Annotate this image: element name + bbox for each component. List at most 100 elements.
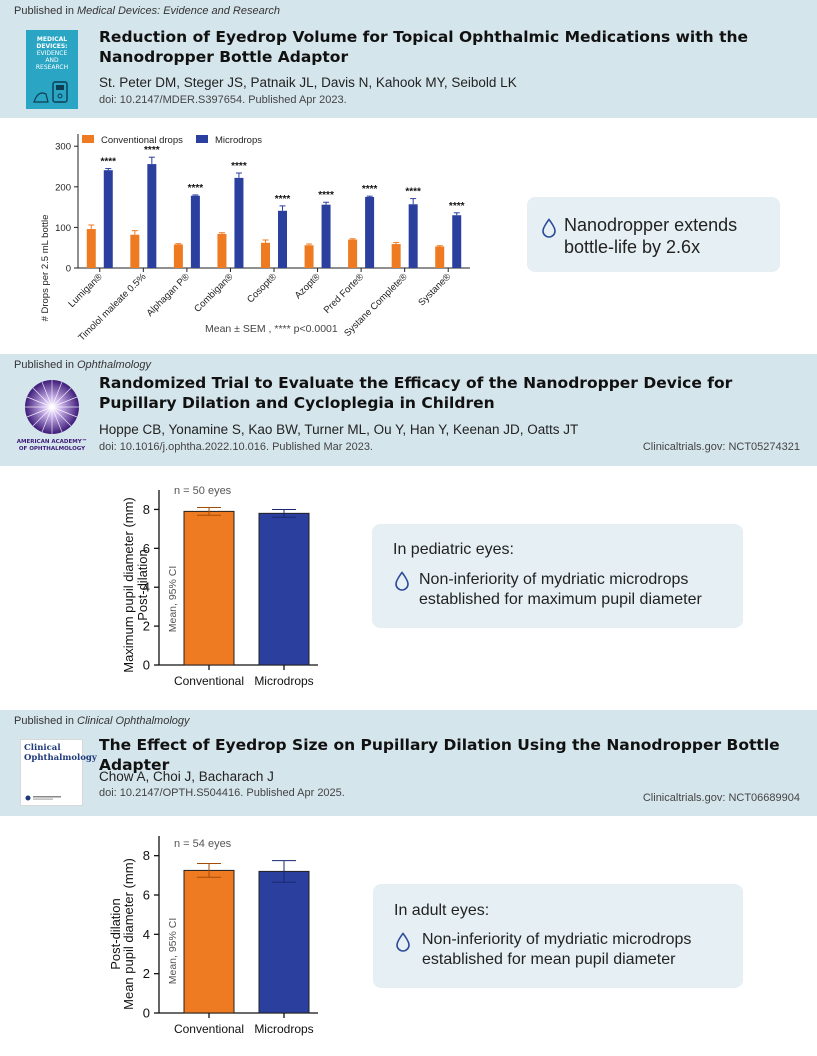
x-tick-label: Combigan® [192,271,235,314]
paper3-header: Published in Clinical Ophthalmology Clin… [0,710,817,816]
journal-name[interactable]: Ophthalmology [77,359,151,371]
x-tick-label: Azopt® [293,271,323,301]
bar-conventional [217,233,227,268]
mean-pupil-diameter-chart: Post-dilation Mean pupil diameter (mm) M… [108,836,318,1036]
paper3-doi[interactable]: doi: 10.2147/OPTH.S504416. Published Apr… [99,787,345,799]
finding-heading: In adult eyes: [394,902,490,919]
y-axis-label-line1: Post-dilation [108,898,123,970]
legend-label-microdrops: Microdrops [215,135,262,146]
bar-microdrops [103,170,113,268]
droplet-icon [395,571,409,591]
paper2-published-line: Published in Ophthalmology [14,359,151,371]
cover-text: MEDICAL DEVICES: EVIDENCE AND RESEARCH [26,36,78,71]
y-axis-label: # Drops per 2.5 mL bottle [40,215,51,322]
y-tick-label: 200 [55,182,71,193]
finding-box-3: In adult eyes: Non-inferiority of mydria… [373,884,743,988]
bar-microdrops [452,215,462,268]
journal-name[interactable]: Clinical Ophthalmology [77,715,190,727]
bar-microdrops [190,195,200,268]
bar-conventional [391,244,401,268]
paper3-authors: Chow A, Choi J, Bacharach J [99,769,274,784]
bar-microdrops [365,196,375,268]
x-tick-label: Conventional [174,1022,244,1036]
legend-swatch-microdrops [196,135,208,143]
starburst-icon [25,380,79,434]
paper3-published-line: Published in Clinical Ophthalmology [14,715,190,727]
y-tick-label: 0 [143,658,150,673]
paper1-header: Published in Medical Devices: Evidence a… [0,0,817,118]
bar-conventional [86,229,96,268]
y-tick-label: 4 [143,927,150,942]
significance-marker: **** [100,157,116,168]
paper3-title[interactable]: The Effect of Eyedrop Size on Pupillary … [99,736,780,774]
y-tick-label: 2 [143,619,150,634]
cover-line: DEVICES: [36,43,68,50]
y-tick-label: 6 [143,541,150,556]
cover-line: EVIDENCE [36,50,68,57]
x-tick-label: Microdrops [254,1022,313,1036]
x-tick-label: Systane® [416,271,453,308]
y-tick-label: 8 [143,848,150,863]
paper1-title[interactable]: Reduction of Eyedrop Volume for Topical … [99,28,749,66]
drops-per-bottle-chart: # Drops per 2.5 mL bottle Conventional d… [40,134,470,343]
bar-conventional [261,242,270,268]
journal-name[interactable]: Medical Devices: Evidence and Research [77,5,280,17]
bar-microdrops [258,870,310,1014]
significance-marker: **** [144,145,160,156]
finding-box-2: In pediatric eyes: Non-inferiority of my… [372,524,743,628]
inner-label: Mean, 95% CI [167,918,179,985]
published-prefix: Published in [14,5,77,17]
bar-conventional [348,239,358,268]
y-tick-label: 0 [66,264,71,275]
logo-line: AMERICAN ACADEMY™ [16,439,88,445]
bar-microdrops [321,204,331,268]
significance-marker: **** [449,201,465,212]
logo-text: AMERICAN ACADEMY™ OF OPHTHALMOLOGY [12,439,92,453]
x-tick-label: Pred Forte® [322,271,366,315]
bar-conventional [130,234,140,268]
bar-microdrops [278,210,287,268]
finding-text: Non-inferiority of mydriatic microdrops … [422,931,692,968]
paper2-doi[interactable]: doi: 10.1016/j.ophtha.2022.10.016. Publi… [99,441,373,453]
logo-line: OF OPHTHALMOLOGY [18,446,86,452]
chart-legend: Conventional drops Microdrops [82,135,262,146]
legend-swatch-conventional [82,135,94,143]
bar-conventional [435,246,445,268]
paper3-trial-id[interactable]: Clinicaltrials.gov: NCT06689904 [642,792,800,804]
significance-marker: **** [405,187,421,198]
published-prefix: Published in [14,359,77,371]
x-tick-label: Cosopt® [245,271,279,305]
legend-label-conventional: Conventional drops [101,135,183,146]
significance-marker: **** [318,190,334,201]
journal-cover-thumbnail: Clinical Ophthalmology [20,739,97,806]
y-axis-label-line1: Post-dilation [135,549,150,621]
x-tick-label: Conventional [174,674,244,688]
y-tick-label: 2 [143,966,150,981]
bar-microdrops [408,204,418,268]
inner-label: Mean, 95% CI [167,566,179,633]
y-axis-label-line2: Mean pupil diameter (mm) [121,858,136,1010]
bar-conventional [304,245,314,268]
bar-microdrops [258,512,310,666]
significance-marker: **** [275,194,291,205]
bar-conventional [183,510,235,666]
finding-box-1: Nanodropper extends bottle-life by 2.6x [527,197,780,272]
paper2-title[interactable]: Randomized Trial to Evaluate the Efficac… [99,374,733,412]
paper2-header: Published in Ophthalmology AMERICAN ACAD… [0,354,817,466]
y-axis-label-line2: Maximum pupil diameter (mm) [121,497,136,673]
device-illustration [33,81,68,103]
sample-size-label: n = 50 eyes [174,485,232,497]
publisher-mark-icon [25,795,61,801]
published-prefix: Published in [14,715,77,727]
significance-marker: **** [362,184,378,195]
y-tick-label: 4 [143,580,150,595]
y-tick-label: 100 [55,223,71,234]
max-pupil-diameter-chart: Post-dilation Maximum pupil diameter (mm… [121,485,318,688]
cover-line: RESEARCH [35,64,69,71]
chart-note: Mean ± SEM , **** p<0.0001 [205,323,338,335]
finding-text: Non-inferiority of mydriatic microdrops … [419,571,702,608]
bar-microdrops [147,164,157,268]
paper1-doi[interactable]: doi: 10.2147/MDER.S397654. Published Apr… [99,94,347,106]
paper2-trial-id[interactable]: Clinicaltrials.gov: NCT05274321 [642,441,800,453]
sample-size-label: n = 54 eyes [174,838,232,850]
